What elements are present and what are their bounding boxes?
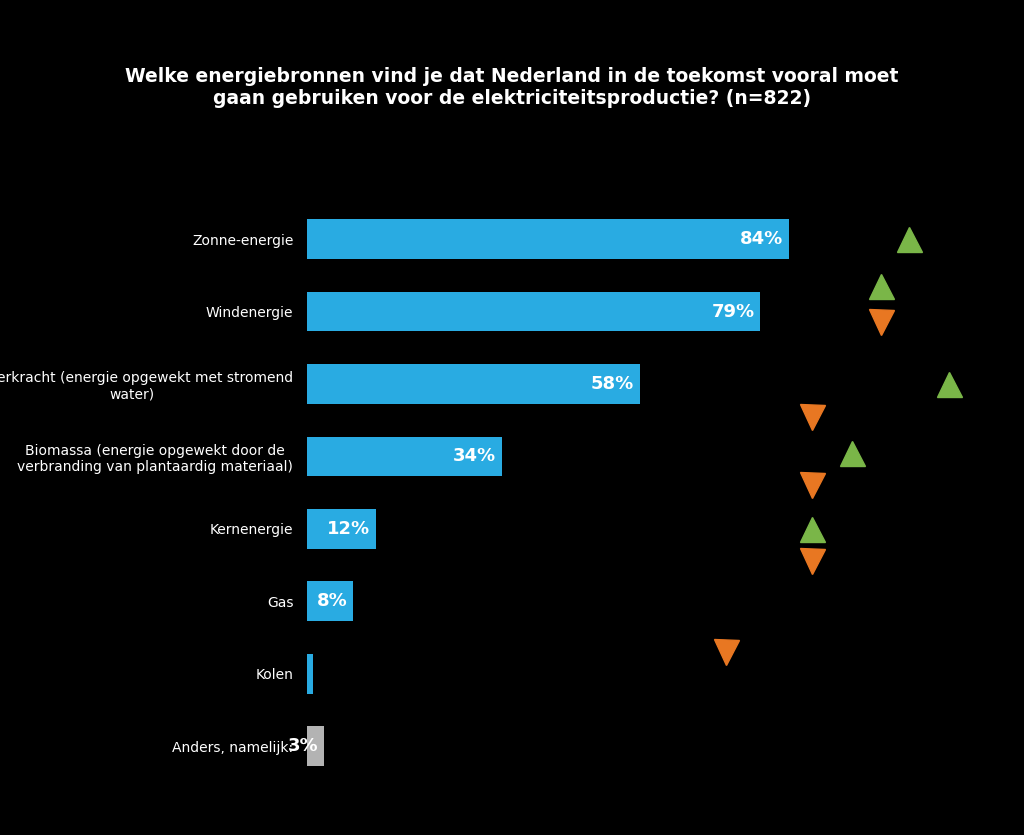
Text: 12%: 12%	[327, 520, 371, 538]
Text: 34%: 34%	[454, 448, 497, 465]
Bar	[307, 654, 313, 694]
Text: 58%: 58%	[591, 375, 634, 393]
Bar	[307, 220, 788, 259]
Text: 3%: 3%	[288, 737, 318, 755]
Text: 79%: 79%	[712, 302, 755, 321]
Bar	[307, 364, 640, 404]
Bar	[307, 509, 376, 549]
Text: 8%: 8%	[316, 592, 347, 610]
Bar	[307, 291, 760, 331]
Bar	[307, 726, 325, 766]
Text: 84%: 84%	[740, 230, 783, 248]
Text: Welke energiebronnen vind je dat Nederland in de toekomst vooral moet
gaan gebru: Welke energiebronnen vind je dat Nederla…	[125, 67, 899, 108]
Bar	[307, 437, 502, 476]
Bar	[307, 581, 353, 621]
